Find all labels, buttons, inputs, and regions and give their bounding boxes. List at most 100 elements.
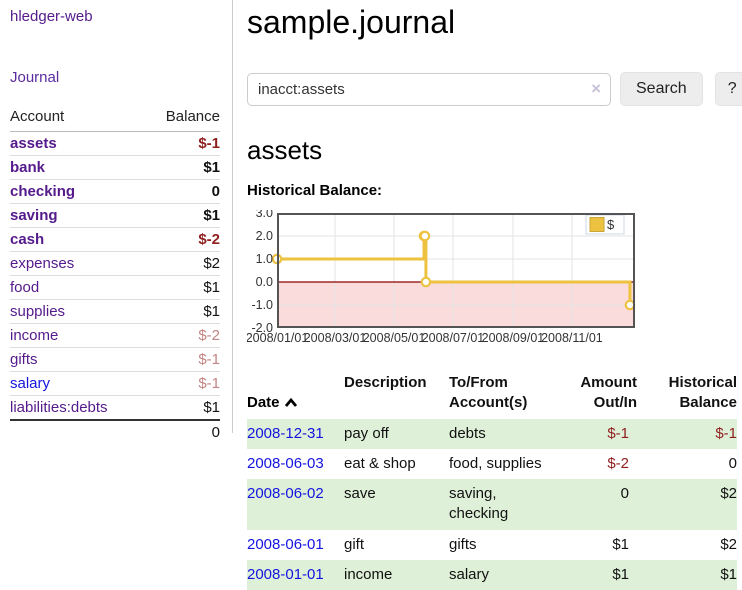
account-link[interactable]: saving bbox=[10, 207, 58, 224]
register-row: 2008-06-01 gift gifts $1 $2 bbox=[247, 530, 737, 560]
transaction-date-link[interactable]: 2008-06-02 bbox=[247, 485, 324, 502]
svg-text:0.0: 0.0 bbox=[256, 275, 273, 289]
svg-text:$: $ bbox=[607, 217, 615, 232]
transaction-accounts: food, supplies bbox=[449, 454, 542, 472]
register-row: 2008-06-02 save saving, checking 0 $2 bbox=[247, 479, 737, 530]
account-balance: 0 bbox=[144, 179, 220, 204]
account-link[interactable]: gifts bbox=[10, 351, 38, 368]
transaction-date-link[interactable]: 2008-01-01 bbox=[247, 565, 324, 583]
account-link[interactable]: assets bbox=[10, 135, 57, 152]
account-link[interactable]: salary bbox=[10, 375, 51, 392]
transaction-description: save bbox=[344, 485, 376, 502]
accounts-total-spacer bbox=[10, 419, 145, 444]
svg-text:1.0: 1.0 bbox=[256, 252, 273, 266]
account-link[interactable]: food bbox=[10, 279, 40, 296]
account-link[interactable]: liabilities:debts bbox=[10, 399, 108, 416]
transaction-balance: $2 bbox=[720, 535, 737, 553]
svg-text:2008/07/01: 2008/07/01 bbox=[422, 331, 485, 345]
account-link[interactable]: bank bbox=[10, 159, 46, 176]
register-row: 2008-01-01 income salary $1 $1 bbox=[247, 559, 737, 590]
account-row: food $1 bbox=[10, 275, 220, 300]
svg-text:-2.0: -2.0 bbox=[251, 321, 273, 335]
svg-text:2008/11/01: 2008/11/01 bbox=[541, 331, 603, 345]
search-input[interactable] bbox=[247, 72, 611, 106]
sort-by-date-control[interactable]: Date bbox=[247, 394, 298, 411]
account-row: salary $-1 bbox=[10, 371, 220, 396]
account-balance: $2 bbox=[144, 251, 220, 276]
account-link[interactable]: expenses bbox=[10, 255, 75, 272]
svg-text:2008/05/01: 2008/05/01 bbox=[363, 331, 426, 345]
account-heading: assets bbox=[247, 135, 323, 165]
search-box: × bbox=[247, 72, 611, 106]
account-balance: $-2 bbox=[144, 323, 220, 348]
accounts-total-value: 0 bbox=[144, 419, 220, 444]
accounts-table: Account Balance assets $-1 bank $1 checking 0… bbox=[10, 105, 220, 444]
account-balance: $-1 bbox=[144, 371, 220, 396]
main-content: sample.journal × Search ? assets Histori… bbox=[233, 0, 742, 590]
svg-text:2.0: 2.0 bbox=[256, 229, 273, 243]
clear-search-icon[interactable]: × bbox=[591, 78, 601, 98]
account-row: checking 0 bbox=[10, 179, 220, 204]
transaction-amount: $-1 bbox=[607, 424, 629, 442]
transaction-balance: $1 bbox=[720, 565, 737, 583]
chart-title: Historical Balance: bbox=[247, 182, 383, 199]
account-link[interactable]: cash bbox=[10, 231, 45, 248]
sidebar: hledger-web Journal Account Balance asse… bbox=[0, 0, 233, 444]
register-header-tofrom: To/From Account(s) bbox=[449, 374, 528, 412]
transaction-date-link[interactable]: 2008-06-01 bbox=[247, 535, 324, 553]
svg-text:2008/03/01: 2008/03/01 bbox=[304, 331, 367, 345]
account-row: gifts $-1 bbox=[10, 347, 220, 372]
register-header-row: Date Description To/From Account(s) Amou… bbox=[247, 371, 737, 419]
account-link[interactable]: supplies bbox=[10, 303, 66, 320]
page-title: sample.journal bbox=[247, 4, 456, 40]
transaction-amount: $1 bbox=[612, 535, 629, 553]
account-balance: $-2 bbox=[144, 227, 220, 252]
brand-link[interactable]: hledger-web bbox=[10, 8, 93, 25]
transaction-balance: 0 bbox=[728, 454, 737, 472]
account-link[interactable]: checking bbox=[10, 183, 76, 200]
account-balance: $1 bbox=[144, 203, 220, 228]
account-row: income $-2 bbox=[10, 323, 220, 348]
transaction-description: eat & shop bbox=[344, 454, 416, 472]
transaction-description: income bbox=[344, 565, 393, 583]
accounts-header-account: Account bbox=[10, 105, 145, 132]
sidebar-nav: Journal bbox=[10, 25, 220, 86]
account-link[interactable]: income bbox=[10, 327, 59, 344]
account-row: assets $-1 bbox=[10, 132, 220, 156]
search-button[interactable]: Search bbox=[620, 72, 703, 106]
register-table: Date Description To/From Account(s) Amou… bbox=[247, 371, 737, 590]
transaction-accounts: saving, checking bbox=[449, 485, 509, 523]
transaction-amount: $1 bbox=[612, 565, 629, 583]
help-button[interactable]: ? bbox=[714, 72, 742, 106]
search-form: × Search ? bbox=[247, 72, 742, 106]
transaction-accounts: gifts bbox=[449, 535, 477, 553]
svg-text:-1.0: -1.0 bbox=[251, 298, 273, 312]
transaction-date-link[interactable]: 2008-12-31 bbox=[247, 424, 324, 442]
sidebar-item-journal[interactable]: Journal bbox=[10, 69, 60, 86]
register-row: 2008-12-31 pay off debts $-1 $-1 bbox=[247, 418, 737, 449]
transaction-date-link[interactable]: 2008-06-03 bbox=[247, 454, 324, 472]
register-header-date: Date bbox=[247, 394, 280, 412]
account-row: cash $-2 bbox=[10, 227, 220, 252]
account-row: supplies $1 bbox=[10, 299, 220, 324]
svg-text:2008/09/01: 2008/09/01 bbox=[482, 331, 545, 345]
chevron-up-icon bbox=[284, 394, 298, 414]
account-row: expenses $2 bbox=[10, 251, 220, 276]
account-balance: $1 bbox=[144, 275, 220, 300]
register-header-description: Description bbox=[344, 374, 427, 391]
register-header-balance: Historical Balance bbox=[668, 374, 737, 412]
account-balance: $1 bbox=[144, 155, 220, 180]
accounts-header-row: Account Balance bbox=[10, 105, 220, 132]
register-row: 2008-06-03 eat & shop food, supplies $-2 0 bbox=[247, 449, 737, 479]
account-balance: $1 bbox=[144, 299, 220, 324]
historical-balance-chart[interactable]: $3.0 2.0 1.0 0.0 -1.0 -2.0 2008/01/01 2008/03/0… bbox=[246, 206, 639, 350]
svg-text:3.0: 3.0 bbox=[256, 210, 273, 220]
account-row: saving $1 bbox=[10, 203, 220, 228]
accounts-total-row: 0 bbox=[10, 419, 220, 444]
account-balance: $1 bbox=[144, 395, 220, 420]
account-row: bank $1 bbox=[10, 155, 220, 180]
register-header-amount: Amount Out/In bbox=[580, 374, 637, 412]
account-balance: $-1 bbox=[198, 135, 220, 152]
transaction-accounts: debts bbox=[449, 424, 486, 442]
